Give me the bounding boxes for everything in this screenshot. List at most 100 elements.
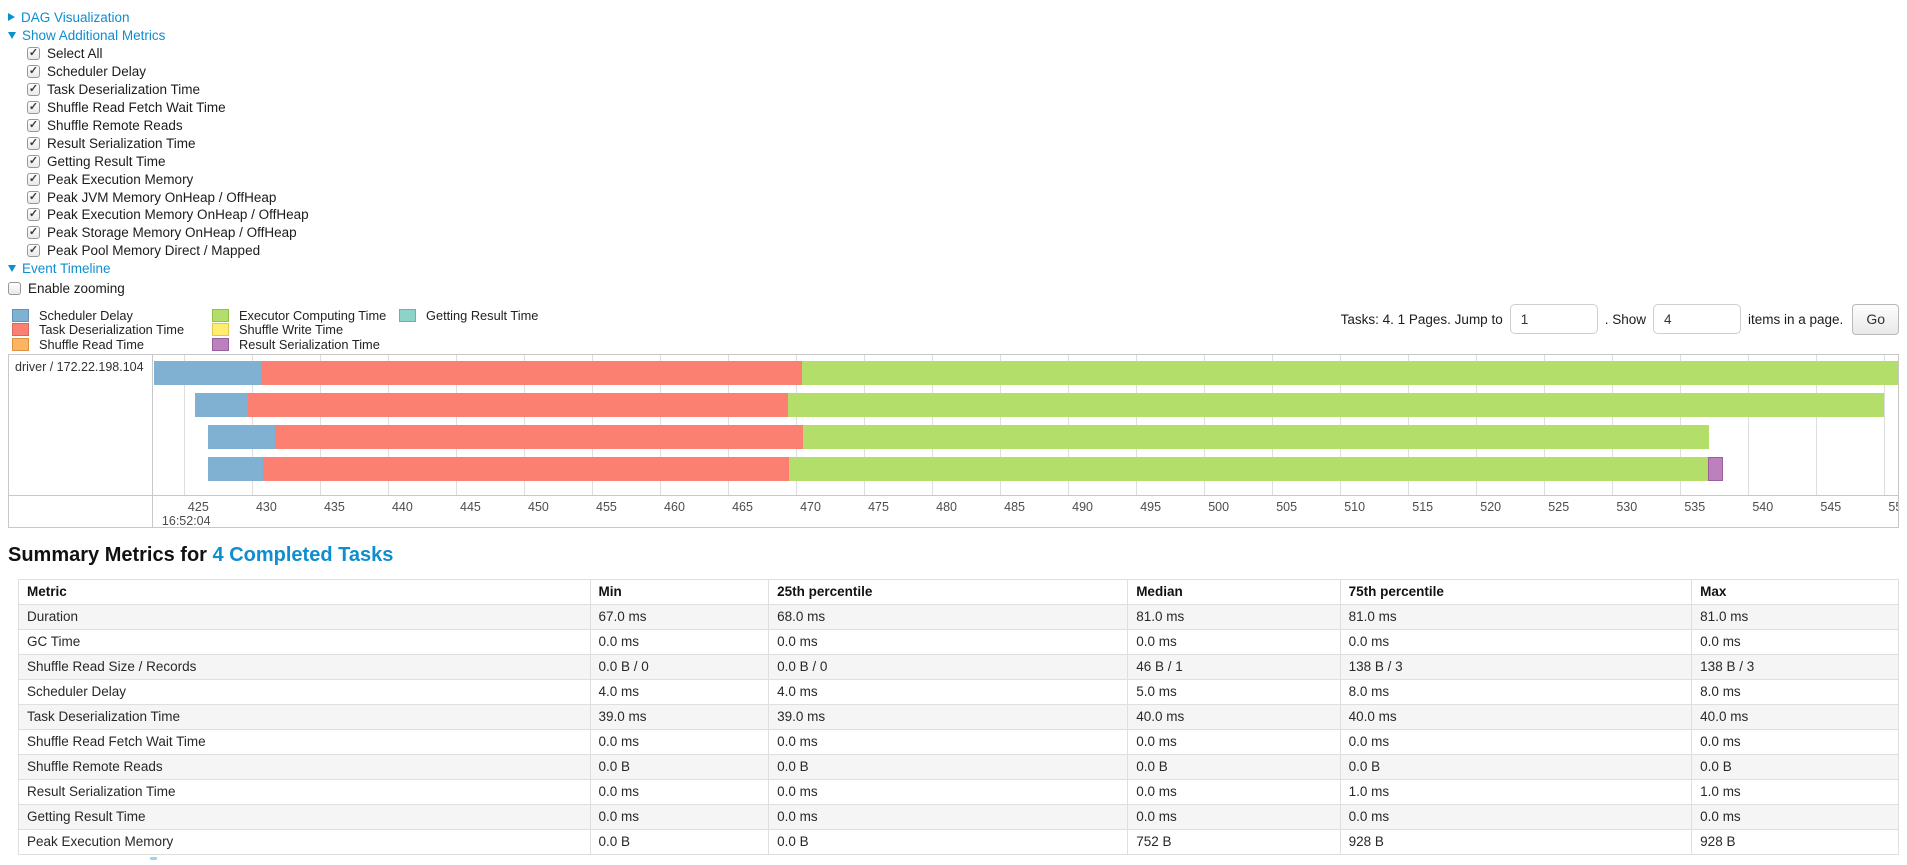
summary-table-cell: Scheduler Delay bbox=[18, 678, 591, 705]
checkbox-checked-icon[interactable] bbox=[27, 101, 40, 115]
pagination-suffix-text: items in a page. bbox=[1748, 311, 1844, 327]
metric-checkbox-item[interactable]: Peak Storage Memory OnHeap / OffHeap bbox=[27, 224, 1899, 242]
legend-swatch-icon bbox=[399, 309, 416, 323]
metric-checkbox-item[interactable]: Scheduler Delay bbox=[27, 63, 1899, 81]
summary-table-cell: 0.0 ms bbox=[1127, 803, 1341, 830]
timeline-legend: Scheduler Delay Task Deserialization Time… bbox=[12, 308, 550, 352]
checkbox-checked-icon[interactable] bbox=[27, 47, 40, 61]
axis-time-label: 16:52:04 bbox=[161, 513, 211, 527]
dag-visualization-toggle[interactable]: DAG Visualization bbox=[8, 8, 1899, 26]
legend-label: Shuffle Write Time bbox=[239, 322, 344, 338]
checkbox-checked-icon[interactable] bbox=[27, 119, 40, 132]
event-timeline-toggle[interactable]: Event Timeline bbox=[8, 260, 1899, 278]
event-timeline-chart: driver / 172.22.198.104 425 16:52:04 430 43… bbox=[8, 353, 1899, 528]
metric-checkbox-item[interactable]: Getting Result Time bbox=[27, 152, 1899, 170]
timeline-plot bbox=[154, 354, 1898, 496]
timeline-segment-task_deserialization[interactable] bbox=[261, 360, 802, 385]
legend-item: Shuffle Write Time bbox=[212, 322, 387, 338]
summary-table-cell: 0.0 B bbox=[768, 753, 1129, 780]
summary-title-text: Summary Metrics for bbox=[8, 543, 207, 566]
summary-table-cell: 81.0 ms bbox=[1127, 603, 1341, 630]
summary-table-cell: 752 B bbox=[1127, 828, 1341, 855]
summary-table-cell: 0.0 B bbox=[589, 753, 770, 780]
timeline-segment-task_deserialization[interactable] bbox=[247, 392, 788, 417]
checkbox-checked-icon[interactable] bbox=[27, 172, 40, 186]
timeline-segment-executor_computing[interactable] bbox=[802, 424, 1709, 449]
summary-table-cell: 40.0 ms bbox=[1339, 703, 1693, 730]
expanded-arrow-icon bbox=[8, 265, 16, 273]
enable-zooming-checkbox[interactable] bbox=[8, 282, 21, 296]
metric-checkbox-item[interactable]: Peak Execution Memory bbox=[27, 170, 1899, 188]
items-per-page-input[interactable] bbox=[1653, 304, 1741, 335]
axis-tick-label: 450 bbox=[528, 499, 549, 514]
axis-tick-label: 495 bbox=[1140, 499, 1162, 514]
summary-table-row: Peak Execution Memory 0.0 B 0.0 B 752 B 928 … bbox=[18, 828, 1899, 855]
timeline-header: Scheduler Delay Task Deserialization Time… bbox=[8, 303, 1899, 352]
axis-tick-label: 460 bbox=[664, 499, 685, 514]
axis-tick-label: 500 bbox=[1208, 499, 1230, 514]
legend-label: Result Serialization Time bbox=[239, 336, 380, 352]
metric-checkbox-label: Select All bbox=[47, 46, 103, 62]
legend-label: Executor Computing Time bbox=[239, 308, 387, 324]
summary-table-cell: 0.0 ms bbox=[1691, 728, 1899, 755]
summary-table-cell: 40.0 ms bbox=[1127, 703, 1341, 730]
timeline-segment-task_deserialization[interactable] bbox=[275, 424, 803, 449]
checkbox-checked-icon[interactable] bbox=[27, 154, 40, 168]
timeline-segment-scheduler_delay[interactable] bbox=[154, 360, 262, 385]
summary-table-cell: 68.0 ms bbox=[768, 603, 1129, 630]
timeline-segment-scheduler_delay[interactable] bbox=[208, 456, 263, 481]
timeline-segment-executor_computing[interactable] bbox=[789, 456, 1708, 481]
dag-visualization-link[interactable]: DAG Visualization bbox=[21, 9, 130, 25]
checkbox-checked-icon[interactable] bbox=[27, 83, 40, 97]
summary-column-header: 25th percentile bbox=[768, 578, 1129, 605]
metric-checkbox-item[interactable]: Peak JVM Memory OnHeap / OffHeap bbox=[27, 188, 1899, 206]
metric-checkbox-label: Shuffle Remote Reads bbox=[47, 118, 183, 133]
timeline-segment-result_serialization[interactable] bbox=[1707, 456, 1723, 481]
legend-item: Scheduler Delay bbox=[12, 308, 200, 323]
timeline-segment-scheduler_delay[interactable] bbox=[208, 424, 276, 449]
timeline-segment-executor_computing[interactable] bbox=[801, 360, 1898, 385]
metric-checkbox-item[interactable]: Shuffle Remote Reads bbox=[27, 117, 1899, 135]
summary-table-cell: 67.0 ms bbox=[589, 603, 770, 630]
go-button[interactable]: Go bbox=[1852, 303, 1899, 335]
metric-checkbox-item[interactable]: Peak Execution Memory OnHeap / OffHeap bbox=[27, 206, 1899, 224]
summary-table-cell: 0.0 B bbox=[1127, 753, 1341, 780]
timeline-segment-executor_computing[interactable] bbox=[787, 392, 1885, 417]
metric-checkbox-label: Shuffle Read Fetch Wait Time bbox=[47, 100, 226, 116]
checkbox-checked-icon[interactable] bbox=[27, 226, 40, 240]
event-timeline-link[interactable]: Event Timeline bbox=[22, 261, 111, 277]
timeline-segment-scheduler_delay[interactable] bbox=[194, 392, 248, 417]
axis-tick-label: 475 bbox=[868, 499, 889, 514]
checkbox-checked-icon[interactable] bbox=[27, 208, 40, 222]
summary-table-cell: 928 B bbox=[1339, 828, 1693, 855]
metric-checkbox-item[interactable]: Shuffle Read Fetch Wait Time bbox=[27, 99, 1899, 117]
axis-tick-label: 480 bbox=[936, 499, 957, 514]
show-additional-metrics-link[interactable]: Show Additional Metrics bbox=[22, 27, 166, 43]
summary-table-cell: 0.0 ms bbox=[1339, 728, 1693, 755]
axis-tick-label: 550 bbox=[1888, 499, 1898, 514]
metric-checkbox-item[interactable]: Result Serialization Time bbox=[27, 134, 1899, 152]
summary-table-cell: 138 B / 3 bbox=[1691, 653, 1899, 680]
summary-table-cell: 8.0 ms bbox=[1339, 678, 1693, 705]
jump-to-page-input[interactable] bbox=[1509, 304, 1598, 335]
enable-zooming-row[interactable]: Enable zooming bbox=[8, 280, 1899, 298]
checkbox-checked-icon[interactable] bbox=[27, 244, 40, 258]
timeline-segment-task_deserialization[interactable] bbox=[262, 456, 790, 481]
summary-table-cell: Shuffle Read Size / Records bbox=[18, 653, 591, 680]
metric-checkbox-item[interactable]: Task Deserialization Time bbox=[27, 81, 1899, 99]
metric-checkbox-item[interactable]: Peak Pool Memory Direct / Mapped bbox=[27, 242, 1899, 260]
summary-column-header: Metric bbox=[18, 578, 591, 605]
checkbox-checked-icon[interactable] bbox=[27, 65, 40, 79]
axis-tick-label: 535 bbox=[1684, 499, 1706, 514]
checkbox-checked-icon[interactable] bbox=[27, 190, 40, 204]
show-additional-metrics-toggle[interactable]: Show Additional Metrics bbox=[8, 26, 1899, 44]
summary-table-cell: 0.0 ms bbox=[768, 728, 1129, 755]
axis-tick-label: 440 bbox=[391, 499, 413, 514]
metric-checkbox-item[interactable]: Select All bbox=[27, 45, 1899, 63]
legend-swatch-icon bbox=[12, 323, 29, 337]
axis-tick-label: 445 bbox=[460, 499, 481, 514]
summary-table-cell: 81.0 ms bbox=[1691, 603, 1899, 630]
summary-table-row: Shuffle Remote Reads 0.0 B 0.0 B 0.0 B 0.0 B… bbox=[18, 753, 1899, 780]
checkbox-checked-icon[interactable] bbox=[27, 136, 40, 150]
completed-tasks-link[interactable]: 4 Completed Tasks bbox=[212, 543, 394, 566]
